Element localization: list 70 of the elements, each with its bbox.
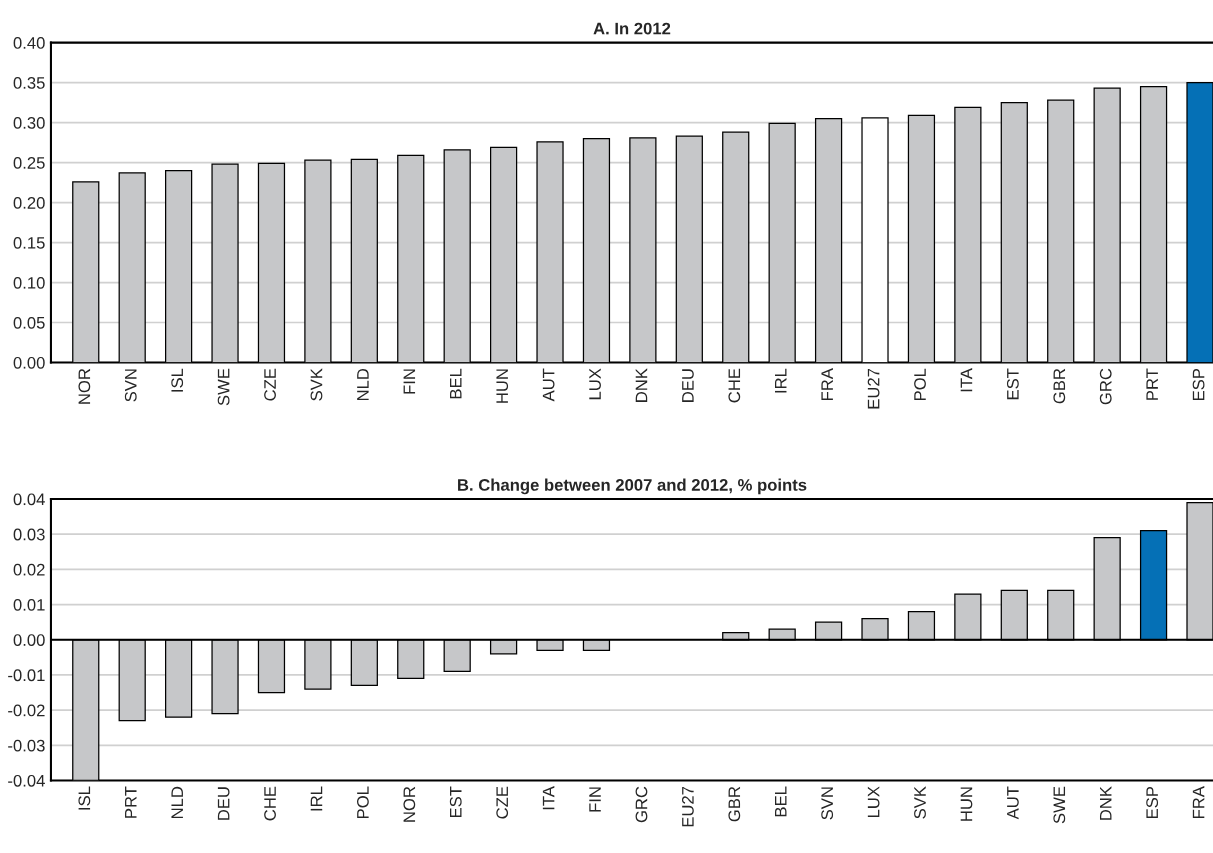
- x-tick-label: FRA: [1192, 786, 1205, 819]
- x-tick-label: ISL: [171, 368, 184, 392]
- x-tick-label: HUN: [960, 787, 973, 821]
- x-tick-label: BEL: [450, 368, 462, 399]
- y-tick-label: 0.03: [13, 528, 45, 541]
- x-tick-label: IRL: [310, 786, 323, 811]
- x-tick-label: NLD: [357, 368, 369, 401]
- x-tick-label: FRA: [821, 368, 833, 401]
- y-tick-label: -0.02: [8, 704, 45, 717]
- y-tick-label: 0.01: [13, 598, 45, 611]
- x-tick-label: ITA: [960, 368, 973, 392]
- x-tick-label: IRL: [775, 368, 787, 393]
- x-tick-label: DEU: [682, 369, 694, 402]
- x-tick-label: CZE: [264, 368, 276, 401]
- y-tick-label: 0.02: [13, 563, 45, 576]
- chart-title: A. In 2012: [593, 22, 671, 35]
- y-tick-label: 0.15: [13, 236, 45, 249]
- x-tick-label: SVK: [914, 786, 926, 819]
- x-tick-label: NOR: [78, 368, 91, 404]
- x-tick-label: NLD: [171, 786, 183, 819]
- y-tick-label: 0.04: [13, 493, 45, 506]
- x-tick-label: ESP: [1192, 368, 1205, 401]
- x-tick-label: ITA: [542, 786, 555, 810]
- x-tick-label: LUX: [589, 368, 601, 400]
- x-tick-label: SVN: [124, 369, 137, 402]
- y-tick-label: 0.30: [13, 117, 45, 129]
- x-tick-label: SWE: [217, 368, 230, 406]
- x-tick-label: HUN: [496, 369, 509, 403]
- y-tick-label: -0.03: [8, 739, 45, 752]
- x-tick-label: FIN: [403, 369, 416, 394]
- x-tick-label: SWE: [1053, 786, 1066, 824]
- y-tick-label: 0.05: [13, 316, 45, 329]
- chart-title: B. Change between 2007 and 2012, % points: [458, 478, 807, 495]
- x-tick-label: CHE: [264, 786, 276, 821]
- x-tick-label: EU27: [867, 368, 880, 409]
- x-tick-label: CZE: [496, 786, 509, 819]
- x-tick-label: NOR: [403, 786, 416, 822]
- x-tick-label: FIN: [589, 787, 601, 812]
- x-tick-label: LUX: [867, 786, 880, 818]
- x-tick-label: POL: [357, 786, 369, 819]
- x-tick-label: CHE: [728, 368, 741, 403]
- x-tick-label: ISL: [78, 786, 91, 810]
- y-tick-label: 0.00: [13, 356, 45, 369]
- x-tick-label: GBR: [728, 786, 741, 822]
- y-tick-label: 0.20: [13, 196, 45, 209]
- x-tick-label: GBR: [1053, 368, 1066, 404]
- x-tick-label: GRC: [1099, 368, 1112, 405]
- x-tick-label: DEU: [217, 787, 230, 820]
- y-tick-label: 0.25: [13, 157, 45, 169]
- x-tick-label: DNK: [1099, 786, 1112, 820]
- x-tick-label: ESP: [1146, 786, 1159, 819]
- x-tick-label: EST: [449, 786, 462, 818]
- x-tick-label: SVK: [310, 368, 323, 401]
- y-tick-label: 0.35: [13, 77, 45, 89]
- x-tick-label: EU27: [681, 786, 694, 827]
- x-tick-label: BEL: [775, 786, 787, 817]
- x-tick-label: PRT: [1146, 368, 1158, 400]
- y-tick-label: -0.01: [8, 669, 45, 682]
- x-tick-label: PRT: [125, 786, 137, 818]
- y-tick-label: 0.10: [13, 276, 45, 289]
- y-tick-label: -0.04: [8, 774, 45, 787]
- x-tick-label: POL: [914, 368, 926, 401]
- y-tick-label: 0.00: [13, 634, 45, 646]
- x-tick-label: SVN: [821, 787, 834, 820]
- x-tick-label: AUT: [542, 368, 555, 402]
- x-tick-label: GRC: [635, 786, 648, 823]
- x-tick-label: AUT: [1007, 786, 1019, 820]
- x-tick-label: DNK: [635, 368, 648, 402]
- x-tick-label: EST: [1006, 368, 1019, 400]
- y-tick-label: 0.40: [13, 37, 45, 49]
